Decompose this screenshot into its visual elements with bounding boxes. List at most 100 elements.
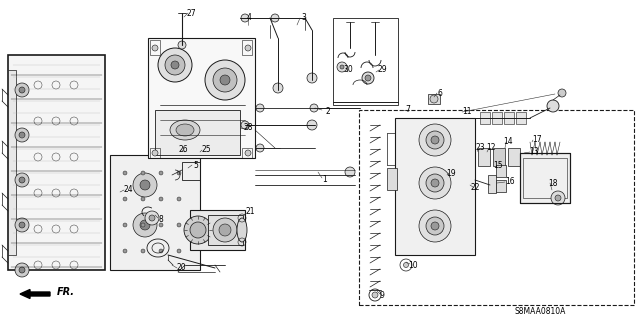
Bar bbox=[504, 112, 514, 124]
Text: 16: 16 bbox=[505, 177, 515, 187]
Circle shape bbox=[165, 55, 185, 75]
Circle shape bbox=[15, 173, 29, 187]
Circle shape bbox=[271, 14, 279, 22]
Circle shape bbox=[426, 174, 444, 192]
Circle shape bbox=[307, 120, 317, 130]
Circle shape bbox=[123, 197, 127, 201]
Circle shape bbox=[362, 72, 374, 84]
Circle shape bbox=[159, 223, 163, 227]
Text: 27: 27 bbox=[186, 9, 196, 18]
Text: 24: 24 bbox=[123, 186, 133, 195]
Bar bbox=[523, 158, 567, 198]
Circle shape bbox=[15, 128, 29, 142]
Text: 30: 30 bbox=[343, 65, 353, 75]
Circle shape bbox=[426, 217, 444, 235]
Bar bbox=[359, 110, 634, 305]
Bar bbox=[148, 38, 255, 158]
Circle shape bbox=[430, 95, 438, 103]
Circle shape bbox=[337, 62, 347, 72]
Text: 4: 4 bbox=[246, 13, 252, 23]
Circle shape bbox=[558, 89, 566, 97]
Circle shape bbox=[133, 173, 157, 197]
Circle shape bbox=[141, 249, 145, 253]
Circle shape bbox=[419, 210, 451, 242]
Bar bbox=[182, 162, 200, 180]
Circle shape bbox=[400, 259, 412, 271]
Bar bbox=[395, 118, 475, 255]
Bar bbox=[387, 168, 397, 190]
Circle shape bbox=[159, 197, 163, 201]
Circle shape bbox=[431, 179, 439, 187]
Text: 15: 15 bbox=[493, 161, 503, 170]
Bar bbox=[508, 148, 520, 166]
Circle shape bbox=[307, 73, 317, 83]
Bar bbox=[8, 70, 16, 255]
Circle shape bbox=[426, 131, 444, 149]
Text: 5: 5 bbox=[193, 161, 198, 170]
Circle shape bbox=[19, 132, 25, 138]
Circle shape bbox=[152, 45, 158, 51]
Text: 12: 12 bbox=[486, 143, 496, 152]
Circle shape bbox=[245, 150, 251, 156]
Text: 18: 18 bbox=[548, 180, 557, 189]
Bar bbox=[496, 180, 506, 192]
Circle shape bbox=[178, 41, 186, 49]
Bar bbox=[150, 40, 160, 55]
Circle shape bbox=[213, 68, 237, 92]
Text: 19: 19 bbox=[446, 168, 456, 177]
Bar bbox=[8, 55, 105, 270]
Circle shape bbox=[159, 249, 163, 253]
Text: 25: 25 bbox=[201, 145, 211, 154]
Circle shape bbox=[369, 289, 381, 301]
Text: 2: 2 bbox=[326, 107, 330, 115]
Bar bbox=[208, 215, 243, 245]
Bar bbox=[155, 110, 240, 155]
Bar bbox=[488, 175, 496, 193]
Circle shape bbox=[123, 249, 127, 253]
Circle shape bbox=[145, 211, 159, 225]
Circle shape bbox=[19, 267, 25, 273]
Circle shape bbox=[310, 104, 318, 112]
Circle shape bbox=[372, 292, 378, 298]
Circle shape bbox=[340, 65, 344, 69]
Circle shape bbox=[256, 104, 264, 112]
Circle shape bbox=[141, 197, 145, 201]
Text: 26: 26 bbox=[178, 145, 188, 154]
Circle shape bbox=[15, 218, 29, 232]
Bar bbox=[190, 210, 245, 250]
Bar bbox=[516, 112, 526, 124]
Bar bbox=[150, 148, 160, 158]
Bar bbox=[520, 153, 570, 203]
Circle shape bbox=[551, 191, 565, 205]
Text: 23: 23 bbox=[475, 144, 485, 152]
Text: 22: 22 bbox=[470, 182, 480, 191]
Circle shape bbox=[213, 218, 237, 242]
Bar bbox=[492, 112, 502, 124]
Text: 13: 13 bbox=[529, 147, 539, 157]
Text: 10: 10 bbox=[408, 261, 418, 270]
Text: 9: 9 bbox=[380, 291, 385, 300]
Bar bbox=[242, 40, 252, 55]
Circle shape bbox=[177, 171, 181, 175]
Circle shape bbox=[419, 167, 451, 199]
Circle shape bbox=[365, 75, 371, 81]
Circle shape bbox=[152, 150, 158, 156]
Circle shape bbox=[15, 83, 29, 97]
Text: 1: 1 bbox=[323, 174, 328, 183]
Circle shape bbox=[140, 220, 150, 230]
Text: 20: 20 bbox=[176, 263, 186, 272]
Text: 14: 14 bbox=[503, 137, 513, 145]
Circle shape bbox=[141, 223, 145, 227]
Circle shape bbox=[177, 249, 181, 253]
Circle shape bbox=[241, 14, 249, 22]
Bar bbox=[496, 165, 506, 177]
Circle shape bbox=[19, 177, 25, 183]
Bar bbox=[110, 155, 200, 270]
Circle shape bbox=[190, 222, 206, 238]
Text: S8MAA0810A: S8MAA0810A bbox=[515, 307, 566, 315]
Ellipse shape bbox=[170, 120, 200, 140]
Circle shape bbox=[241, 121, 249, 129]
Bar bbox=[333, 18, 398, 105]
Bar bbox=[242, 148, 252, 158]
Circle shape bbox=[245, 45, 251, 51]
